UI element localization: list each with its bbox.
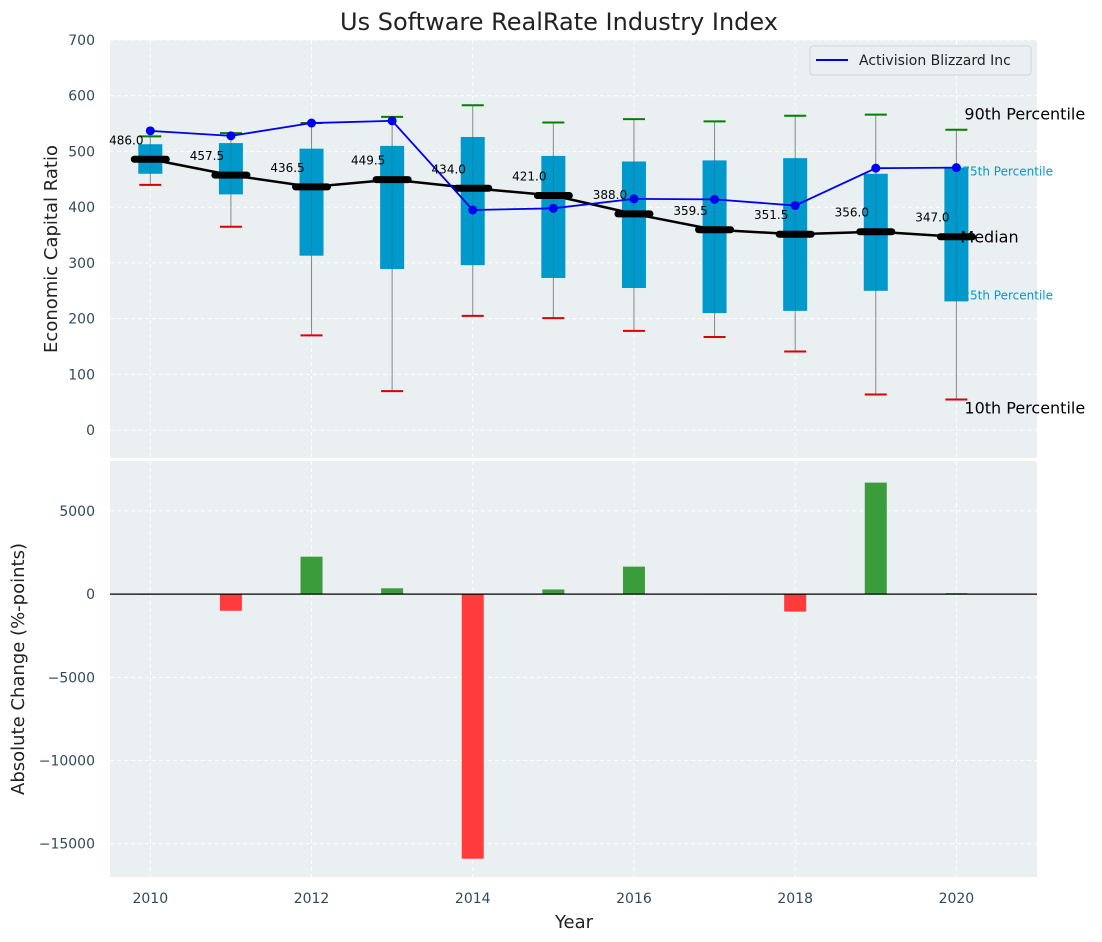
median-value-label: 436.5 — [270, 161, 304, 175]
bottom-y-axis-title: Absolute Change (%-points) — [8, 543, 29, 795]
bottom-y-axis: −15000 −10000 −5000 0 5000 — [39, 504, 95, 853]
box-2016 — [614, 118, 654, 332]
median-value-label: 359.5 — [673, 204, 707, 218]
median-value-label: 351.5 — [754, 208, 788, 222]
top-y-tick-label: 600 — [68, 89, 95, 105]
top-y-tick-label: 500 — [68, 144, 95, 160]
p75-annotation: 75th Percentile — [962, 165, 1053, 179]
x-axis: 2010 2012 2014 2016 2018 2020 — [132, 891, 974, 907]
median-line — [150, 158, 957, 238]
bottom-y-tick-label: −10000 — [39, 754, 95, 770]
top-gridlines — [110, 39, 1037, 458]
p25-annotation: 25th Percentile — [962, 288, 1053, 302]
bottom-y-tick-label: 0 — [86, 587, 95, 603]
company-point — [871, 163, 881, 173]
company-point — [145, 126, 155, 136]
change-bar-2014 — [461, 594, 484, 859]
company-point — [468, 205, 478, 215]
change-bars — [110, 482, 1037, 859]
x-tick-label: 2012 — [294, 891, 330, 907]
median-value-label: 434.0 — [432, 162, 466, 176]
company-point — [307, 118, 317, 128]
top-y-tick-label: 100 — [68, 367, 95, 383]
company-point — [387, 116, 397, 126]
bottom-y-tick-label: −15000 — [39, 837, 95, 853]
box-2010 — [130, 135, 170, 186]
median-value-label: 449.5 — [351, 154, 385, 168]
x-tick-label: 2018 — [777, 891, 813, 907]
box-2017 — [695, 120, 735, 339]
x-axis-title: Year — [554, 912, 594, 933]
percentile-annotations: 90th Percentile 75th Percentile Median 25th… — [960, 105, 1085, 418]
median-value-label: 347.0 — [915, 211, 949, 225]
bottom-y-tick-label: −5000 — [48, 670, 95, 686]
company-point — [548, 203, 558, 213]
change-bar-2013 — [381, 588, 404, 595]
change-bar-2018 — [784, 594, 807, 612]
median-trend — [150, 158, 957, 238]
change-bar-2019 — [864, 482, 887, 595]
top-y-tick-label: 400 — [68, 200, 95, 216]
p10-annotation: 10th Percentile — [964, 398, 1085, 417]
median-value-labels: 486.0 457.5 436.5 449.5 434.0 421.0 388.0 359.5… — [109, 133, 949, 224]
top-y-tick-label: 200 — [68, 312, 95, 328]
x-tick-label: 2014 — [455, 891, 491, 907]
x-tick-label: 2010 — [132, 891, 168, 907]
legend-box — [809, 45, 1032, 76]
p90-annotation: 90th Percentile — [964, 105, 1085, 124]
company-series — [145, 116, 961, 215]
median-annotation: Median — [960, 228, 1018, 247]
median-value-label: 388.0 — [593, 188, 627, 202]
bottom-panel-background — [110, 461, 1037, 877]
change-bar-2016 — [622, 566, 645, 595]
top-y-axis: 0 100 200 300 400 500 600 700 — [68, 33, 95, 439]
company-point — [226, 131, 236, 141]
change-bar-2015 — [542, 589, 565, 595]
median-value-label: 457.5 — [190, 149, 224, 163]
median-value-label: 356.0 — [835, 206, 869, 220]
top-panel-background — [110, 40, 1037, 458]
top-y-tick-label: 700 — [68, 33, 95, 49]
company-point — [710, 194, 720, 204]
x-tick-label: 2020 — [939, 891, 975, 907]
median-value-label: 486.0 — [109, 133, 143, 147]
top-y-axis-title: Economic Capital Ratio — [41, 145, 62, 353]
box-2015 — [533, 121, 573, 320]
company-point — [790, 201, 800, 211]
change-bar-2011 — [219, 594, 242, 611]
box-2020 — [936, 128, 976, 401]
legend: Activision Blizzard Inc — [809, 45, 1032, 76]
median-value-label: 421.0 — [512, 169, 546, 183]
legend-company-label: Activision Blizzard Inc — [859, 53, 1011, 69]
x-tick-label: 2016 — [616, 891, 652, 907]
top-y-tick-label: 0 — [86, 423, 95, 439]
chart-title: Us Software RealRate Industry Index — [340, 8, 778, 36]
company-point — [629, 194, 639, 204]
change-bar-2012 — [300, 556, 323, 595]
top-y-tick-label: 300 — [68, 256, 95, 272]
company-point — [951, 163, 961, 173]
bottom-y-tick-label: 5000 — [59, 504, 95, 520]
